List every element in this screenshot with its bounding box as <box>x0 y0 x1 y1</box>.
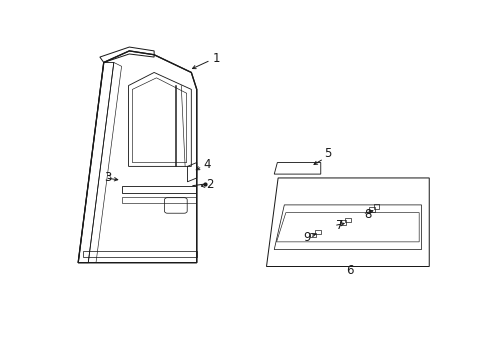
Text: 3: 3 <box>103 171 111 184</box>
Bar <box>344 217 350 222</box>
Text: 8: 8 <box>364 208 371 221</box>
Text: 7: 7 <box>335 219 343 232</box>
Text: 9: 9 <box>302 231 310 244</box>
Text: 5: 5 <box>324 147 331 160</box>
Text: 6: 6 <box>346 264 353 277</box>
Bar <box>373 204 379 209</box>
Polygon shape <box>78 51 196 263</box>
Bar <box>368 207 374 212</box>
Bar <box>310 233 316 237</box>
Text: 2: 2 <box>205 177 213 190</box>
Text: 4: 4 <box>203 158 210 171</box>
Bar <box>339 220 345 225</box>
Bar <box>315 230 321 234</box>
Text: 1: 1 <box>212 52 219 65</box>
